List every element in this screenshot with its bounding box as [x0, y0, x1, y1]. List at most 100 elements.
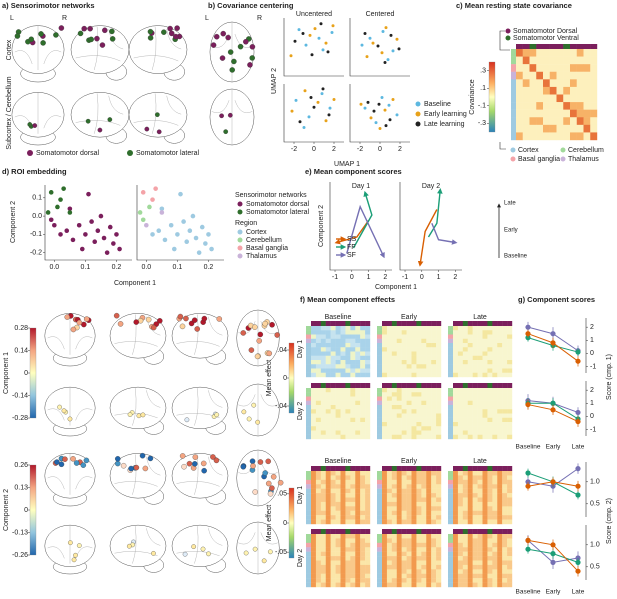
point	[290, 109, 294, 113]
heat-cell	[350, 564, 356, 570]
heat-cell	[492, 355, 498, 361]
heat-cell	[549, 49, 557, 57]
legend-swatch	[560, 147, 566, 153]
heat-cell	[325, 434, 331, 440]
heat-cell	[576, 56, 584, 65]
heat-cell	[396, 355, 402, 361]
panel-title: e) Mean component scores	[305, 167, 402, 176]
heat-cell	[315, 351, 322, 356]
heat-cell	[330, 372, 336, 378]
heat-cell	[401, 351, 407, 356]
heat-cell	[472, 347, 478, 352]
roi-dot	[77, 30, 84, 37]
heat-cell	[426, 330, 432, 335]
heat-cell	[345, 330, 351, 335]
heat-cell	[411, 538, 417, 544]
heat-cell	[467, 330, 473, 335]
heat-cell	[502, 392, 508, 397]
heat-cell	[360, 409, 366, 414]
heat-cell	[421, 578, 427, 583]
heat-cell	[391, 506, 397, 511]
colorbar	[29, 327, 37, 419]
heat-cell	[330, 368, 336, 373]
point	[190, 213, 196, 219]
heat-cell	[335, 405, 341, 410]
heat-cell	[391, 560, 397, 566]
region-strip	[448, 326, 453, 331]
roi-dot	[113, 312, 120, 319]
heat-cell	[457, 493, 464, 498]
heat-cell	[529, 64, 537, 72]
heat-cell	[563, 124, 571, 133]
heatmap	[448, 383, 513, 440]
heat-cell	[462, 542, 468, 548]
heat-cell	[355, 488, 361, 494]
roi-dot	[219, 55, 226, 61]
heat-cell	[382, 396, 388, 401]
heat-cell	[350, 400, 356, 406]
heat-cell	[416, 355, 422, 361]
heat-cell	[320, 351, 326, 356]
heat-cell	[365, 569, 371, 574]
x-tick-label: 2	[332, 146, 336, 153]
heat-cell	[406, 396, 412, 401]
heat-cell	[516, 56, 523, 65]
network-strip	[453, 466, 459, 471]
heat-cell	[401, 396, 407, 401]
heat-cell	[502, 368, 508, 373]
region-strip	[448, 413, 453, 418]
roi-dot	[115, 456, 121, 462]
roi-dot	[200, 460, 207, 467]
heat-cell	[401, 534, 407, 539]
region-strip	[448, 569, 453, 574]
hemisphere-label: R	[62, 15, 67, 22]
heat-cell	[325, 396, 331, 401]
point	[368, 36, 372, 40]
heat-cell	[401, 392, 407, 397]
heat-cell	[507, 426, 513, 431]
region-strip	[306, 538, 311, 544]
region-strip	[306, 426, 311, 431]
heat-cell	[401, 475, 407, 481]
point	[147, 204, 152, 210]
region-strip	[511, 109, 516, 118]
heat-cell	[330, 392, 336, 397]
heat-cell	[411, 426, 417, 431]
heat-cell	[583, 71, 591, 80]
heat-cell	[330, 501, 336, 507]
heat-cell	[365, 488, 371, 494]
heat-cell	[311, 417, 317, 423]
heat-cell	[416, 368, 422, 373]
heat-cell	[401, 334, 407, 339]
point	[203, 241, 208, 246]
heat-cell	[453, 400, 459, 406]
heat-cell	[401, 364, 407, 369]
network-strip	[365, 466, 371, 471]
heat-cell	[406, 475, 412, 481]
heat-cell	[482, 556, 488, 561]
heat-cell	[467, 364, 473, 369]
network-strip	[563, 44, 571, 49]
heat-cell	[365, 360, 371, 365]
heat-cell	[457, 515, 464, 520]
region-strip	[448, 484, 453, 489]
heat-cell	[431, 405, 437, 410]
heat-cell	[345, 484, 351, 489]
heat-cell	[492, 413, 498, 418]
heat-cell	[502, 471, 508, 476]
heat-cell	[360, 569, 366, 574]
heat-cell	[382, 484, 388, 489]
column-title: Uncentered	[296, 11, 332, 18]
heat-cell	[497, 388, 503, 393]
heat-cell	[487, 405, 493, 410]
axis-title: Component 2	[318, 205, 325, 247]
heat-cell	[543, 124, 550, 133]
network-strip	[335, 529, 341, 534]
heat-cell	[325, 569, 331, 574]
score-point	[550, 551, 556, 557]
heat-cell	[472, 564, 478, 570]
heat-cell	[492, 493, 498, 498]
heat-cell	[382, 334, 388, 339]
heat-cell	[320, 582, 326, 588]
heat-cell	[426, 396, 432, 401]
